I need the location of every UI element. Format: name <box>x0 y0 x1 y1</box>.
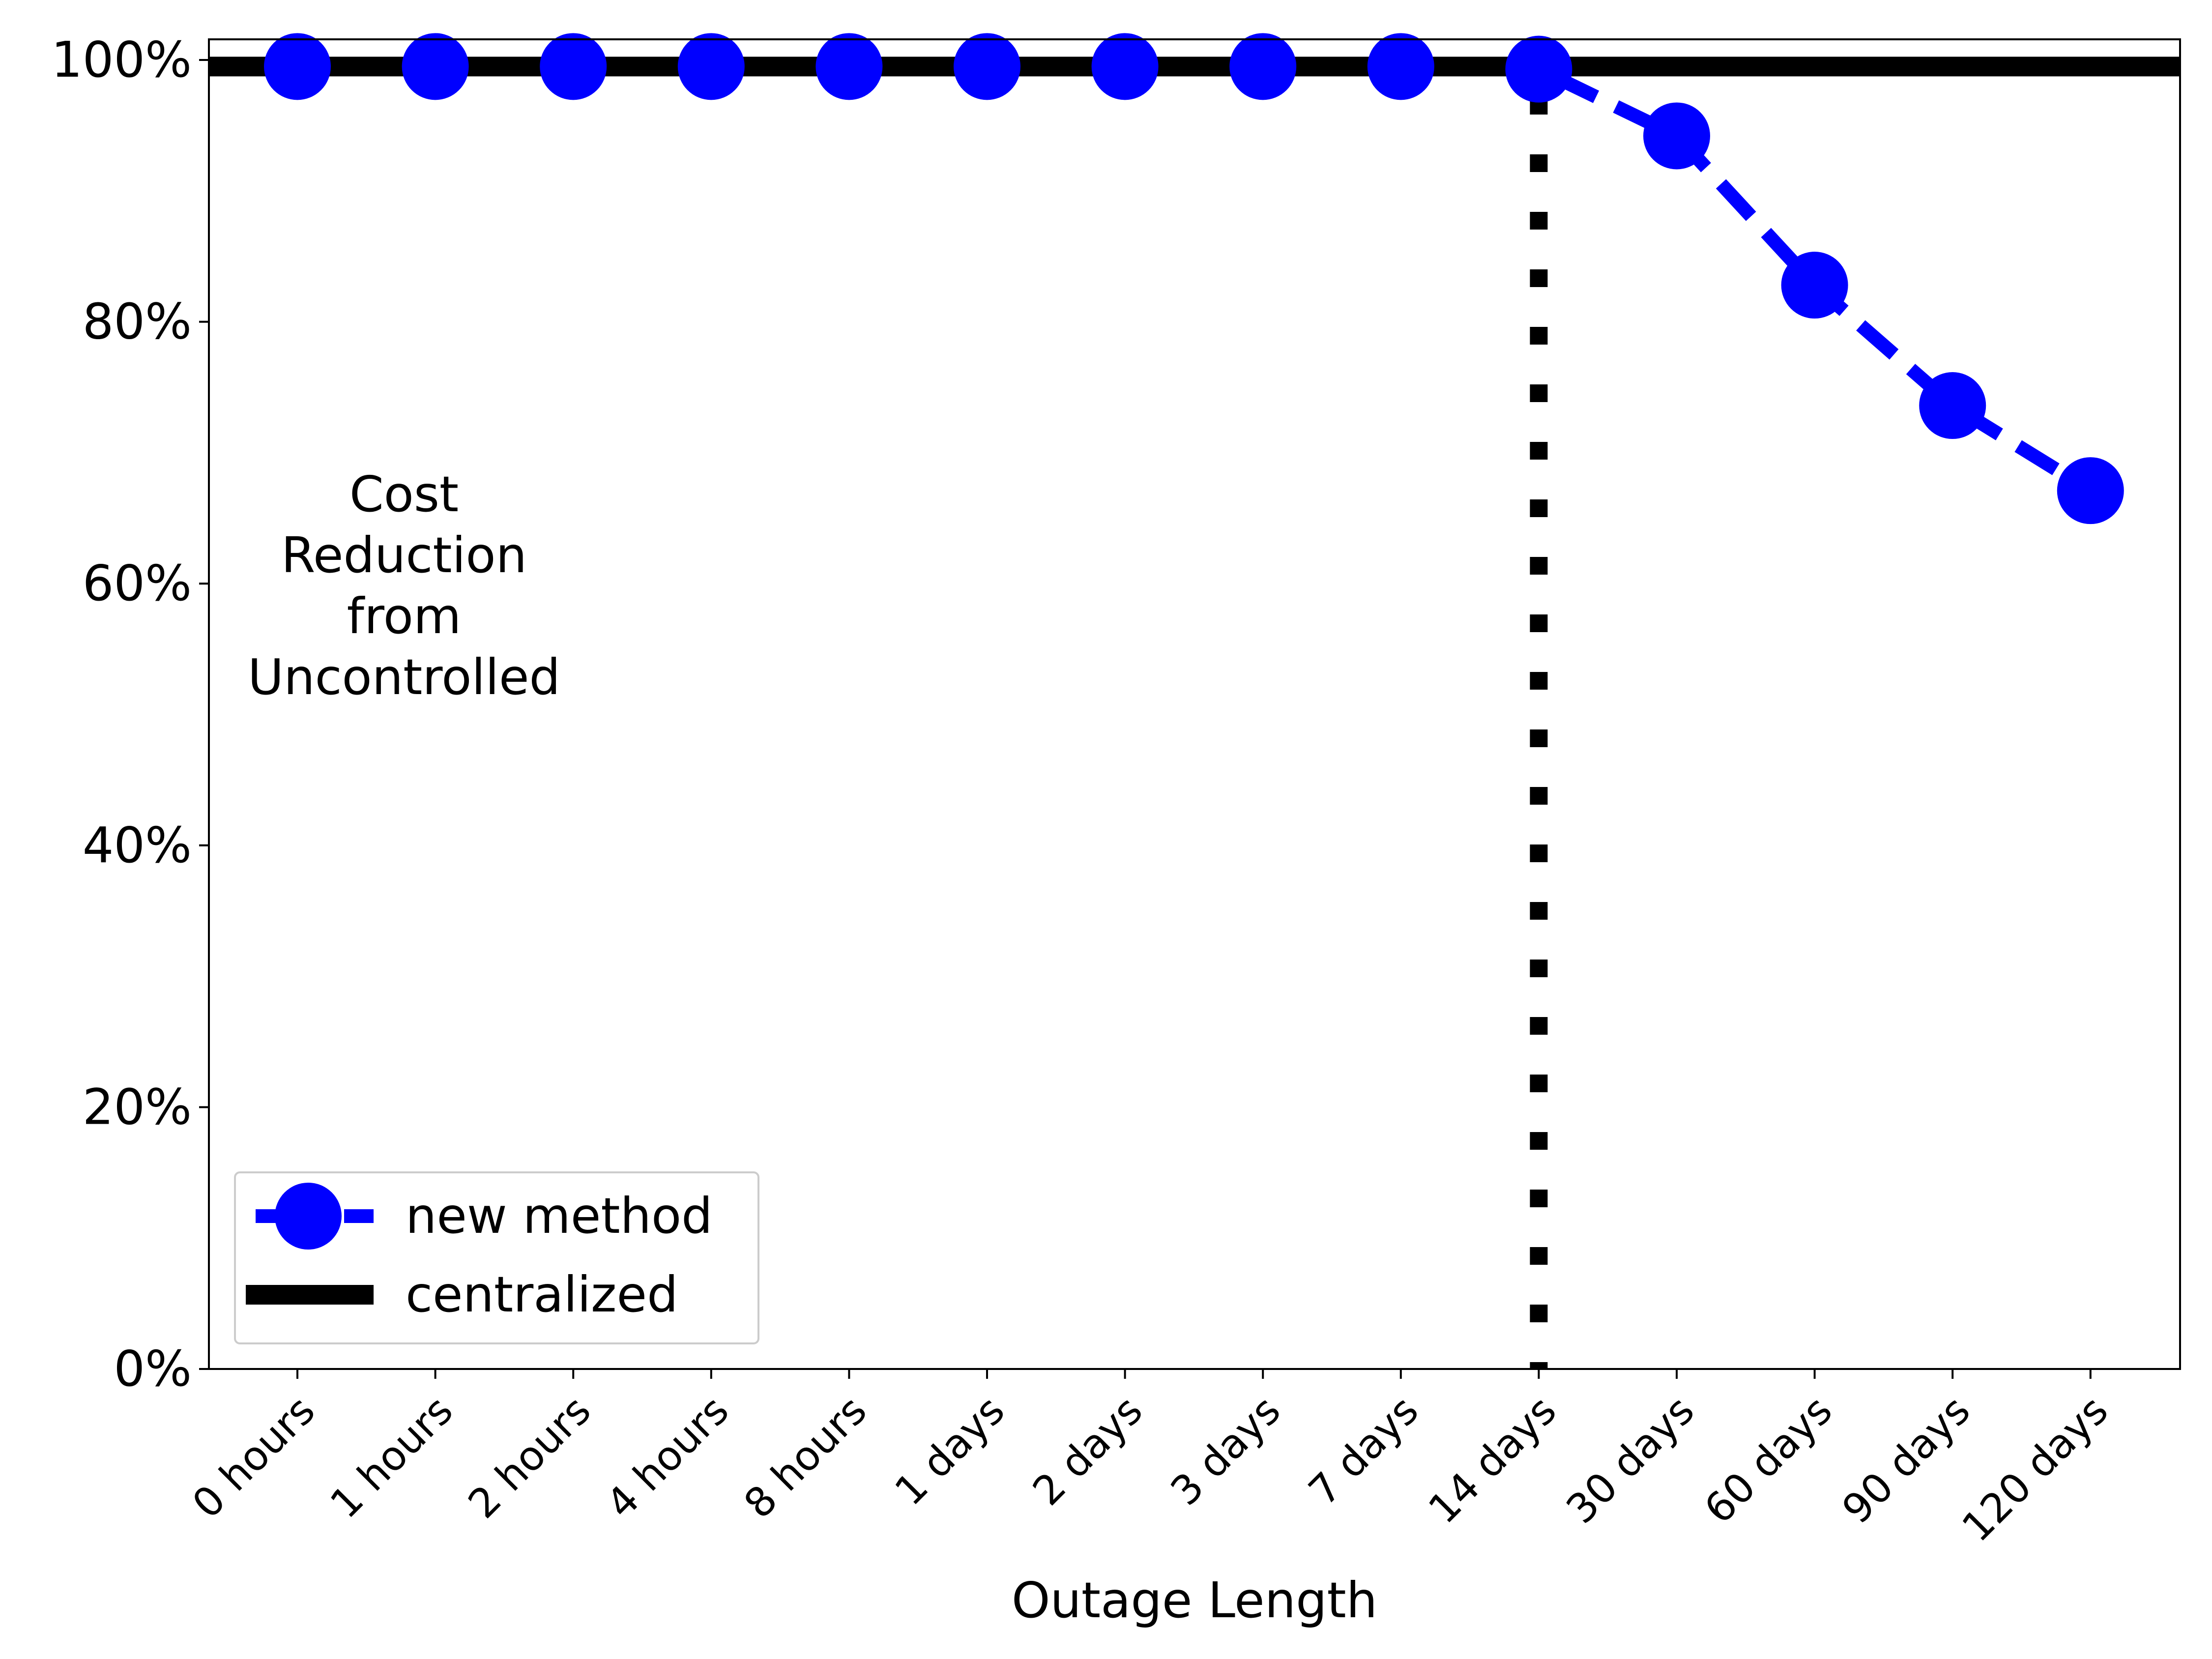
data-point-new-method <box>1091 33 1159 100</box>
data-point-new-method <box>264 33 331 100</box>
x-tick-label: 14 days <box>1420 1387 1565 1533</box>
cost-reduction-annotation: Cost Reduction from Uncontrolled <box>248 466 560 706</box>
legend-label-new-method: new method <box>406 1187 713 1245</box>
data-point-new-method <box>954 33 1020 100</box>
legend-label-centralized: centralized <box>406 1266 678 1323</box>
annotation-line: Reduction <box>281 526 527 584</box>
data-point-new-method <box>1919 372 1986 439</box>
x-tick-label: 60 days <box>1695 1387 1841 1533</box>
series-layer <box>209 33 2180 524</box>
data-point-new-method <box>1643 102 1710 170</box>
legend: new method centralized <box>234 1171 759 1344</box>
y-tick-label: 100% <box>51 31 192 88</box>
annotation-line: Uncontrolled <box>248 648 560 706</box>
y-tick-label: 60% <box>83 554 192 612</box>
x-tick-label: 1 hours <box>321 1387 462 1528</box>
annotation-line: Cost <box>349 466 459 523</box>
plot-area <box>209 39 2180 1369</box>
data-point-new-method <box>1367 33 1434 100</box>
x-tick-label: 7 days <box>1300 1387 1427 1514</box>
data-point-new-method <box>1781 252 1848 319</box>
x-tick-label: 2 days <box>1024 1387 1151 1514</box>
x-tick-label: 0 hours <box>184 1387 324 1528</box>
annotation-line: from <box>347 587 462 645</box>
x-tick-label: 2 hours <box>460 1387 600 1528</box>
y-tick-label: 20% <box>83 1078 192 1135</box>
x-tick-label: 120 days <box>1953 1387 2117 1551</box>
x-tick-label: 1 days <box>886 1387 1014 1514</box>
x-tick-label: 4 hours <box>597 1387 738 1528</box>
data-point-new-method <box>2057 457 2124 524</box>
x-tick-label: 30 days <box>1558 1387 1703 1533</box>
y-tick-label: 40% <box>83 816 192 874</box>
data-point-new-method <box>815 33 883 100</box>
data-point-new-method <box>402 33 469 100</box>
y-tick-label: 0% <box>114 1340 192 1397</box>
data-point-new-method <box>540 33 607 100</box>
plot-frame <box>208 38 2181 1370</box>
x-tick-label: 90 days <box>1834 1387 1979 1533</box>
y-tick-label: 80% <box>83 293 192 350</box>
data-point-new-method <box>1505 35 1572 103</box>
x-axis-label: Outage Length <box>1012 1572 1377 1629</box>
x-tick-label: 3 days <box>1162 1387 1289 1514</box>
legend-swatch-new-method-marker <box>275 1183 342 1250</box>
x-tick-label: 8 hours <box>735 1387 876 1528</box>
data-point-new-method <box>677 33 745 100</box>
data-point-new-method <box>1229 33 1297 100</box>
